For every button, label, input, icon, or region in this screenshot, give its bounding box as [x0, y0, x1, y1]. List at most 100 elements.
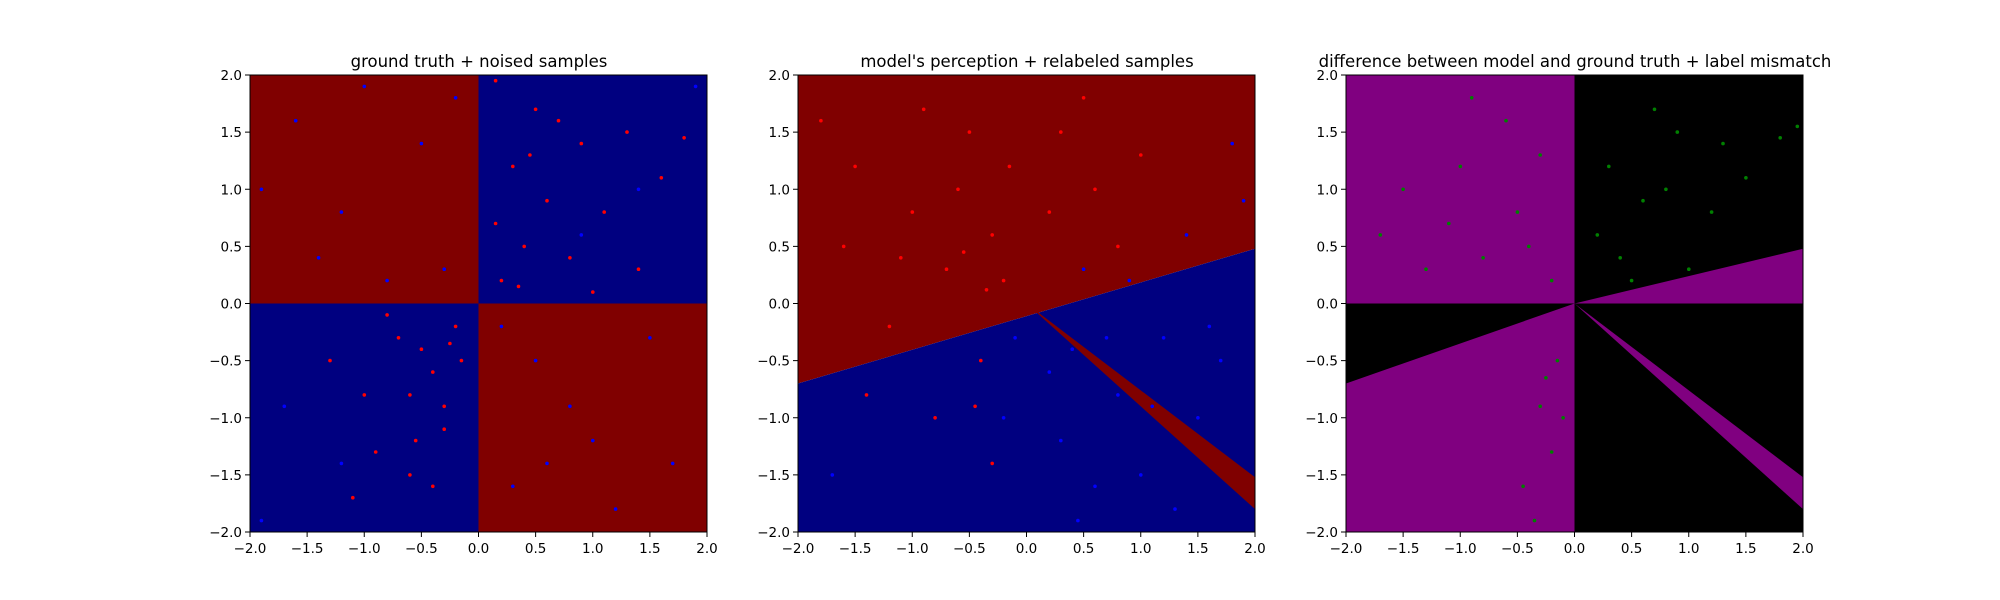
x-tick-label: 0.0: [1016, 541, 1037, 557]
sample-point: [591, 290, 595, 294]
sample-point: [1469, 96, 1474, 100]
y-tick-label: −1.0: [209, 411, 242, 427]
sample-point: [1687, 267, 1691, 272]
sample-point: [385, 313, 389, 317]
sample-point: [591, 438, 595, 443]
sample-point: [1150, 404, 1154, 409]
sample-point: [1652, 107, 1657, 112]
x-tick-label: 0.0: [1564, 541, 1585, 557]
y-tick-label: −1.0: [1305, 411, 1338, 427]
sample-point: [1184, 233, 1189, 237]
y-tick-label: −1.5: [209, 468, 242, 484]
sample-point: [1127, 278, 1132, 283]
sample-point: [1641, 198, 1645, 203]
sample-point: [442, 267, 447, 272]
region-lower: [798, 248, 1255, 532]
sample-point: [1196, 416, 1200, 420]
sample-point: [921, 107, 926, 112]
sample-point: [499, 278, 504, 283]
sample-point: [830, 473, 835, 477]
sample-point: [1047, 210, 1052, 214]
sample-point: [1173, 507, 1177, 511]
region-q3-mismatch: [1346, 303, 1575, 532]
x-tick-label: 2.0: [1244, 541, 1265, 557]
sample-point: [933, 416, 937, 420]
sample-point: [1076, 518, 1080, 523]
sample-point: [1538, 153, 1542, 157]
sample-point: [1013, 336, 1017, 340]
sample-point: [841, 244, 846, 249]
sample-point: [1081, 96, 1086, 100]
sample-point: [602, 210, 606, 214]
x-tick-label: −1.0: [1444, 541, 1477, 557]
sample-point: [528, 153, 532, 157]
sample-point: [1481, 255, 1485, 260]
sample-point: [1709, 210, 1714, 214]
x-tick-label: −0.5: [953, 541, 986, 557]
sample-point: [1532, 518, 1537, 523]
sample-point: [670, 461, 675, 466]
sample-point: [967, 130, 972, 134]
sample-point: [448, 341, 452, 346]
x-tick-label: −1.5: [839, 541, 872, 557]
sample-point: [682, 136, 686, 140]
sample-point: [413, 438, 418, 443]
x-tick-label: 0.5: [525, 541, 546, 557]
x-tick-label: 1.5: [1735, 541, 1756, 557]
sample-point: [339, 461, 344, 466]
sample-point: [533, 358, 538, 363]
x-tick-label: −0.5: [1501, 541, 1534, 557]
sample-point: [887, 324, 892, 329]
sample-point: [1139, 473, 1143, 477]
sample-point: [293, 118, 298, 123]
sample-point: [1161, 336, 1166, 340]
sample-point: [1139, 153, 1143, 157]
sample-point: [613, 507, 618, 511]
region-q4: [478, 303, 707, 532]
y-tick-label: −2.0: [1305, 525, 1338, 541]
x-tick-label: 2.0: [1792, 541, 1813, 557]
sample-point: [1047, 370, 1052, 374]
sample-point: [973, 404, 977, 409]
sample-point: [419, 347, 424, 352]
panel-title: model's perception + relabeled samples: [860, 52, 1193, 71]
sample-point: [984, 288, 989, 292]
y-tick-label: 1.0: [221, 182, 242, 198]
region-q4-wedge: [1574, 303, 1803, 510]
sample-point: [1070, 347, 1074, 352]
sample-point: [1093, 484, 1097, 489]
x-tick-label: −2.0: [234, 541, 267, 557]
sample-point: [636, 267, 641, 272]
panel-ground-truth: ground truth + noised samples −2.0 −1.5 −1…: [209, 52, 718, 557]
sample-point: [442, 427, 447, 432]
x-tick-label: −2.0: [782, 541, 815, 557]
sample-point: [516, 284, 521, 289]
x-tick-label: 1.5: [1187, 541, 1208, 557]
sample-point: [1721, 141, 1725, 146]
sample-point: [1230, 141, 1234, 146]
x-tick-label: 0.5: [1621, 541, 1642, 557]
y-tick-label: 0.5: [1317, 239, 1338, 255]
sample-point: [956, 187, 960, 192]
sample-point: [1378, 233, 1383, 237]
sample-point: [1093, 187, 1097, 192]
y-tick-label: 1.5: [1317, 125, 1338, 141]
y-tick-label: −0.5: [757, 354, 790, 370]
sample-point: [636, 187, 641, 192]
sample-point: [493, 78, 498, 83]
sample-point: [431, 484, 435, 489]
sample-point: [545, 461, 549, 466]
y-tick-label: 0.0: [769, 297, 790, 313]
sample-point: [1458, 164, 1463, 169]
y-tick-label: 0.0: [1317, 297, 1338, 313]
y-tick-label: −0.5: [1305, 354, 1338, 370]
sample-point: [1561, 416, 1565, 420]
sample-point: [459, 358, 464, 363]
sample-point: [1664, 187, 1668, 192]
y-tick-label: 0.5: [769, 239, 790, 255]
y-tick-label: −0.5: [209, 354, 242, 370]
panel-model-perception: model's perception + relabeled samples −…: [757, 52, 1266, 557]
sample-point: [328, 358, 332, 363]
sample-point: [351, 495, 355, 500]
